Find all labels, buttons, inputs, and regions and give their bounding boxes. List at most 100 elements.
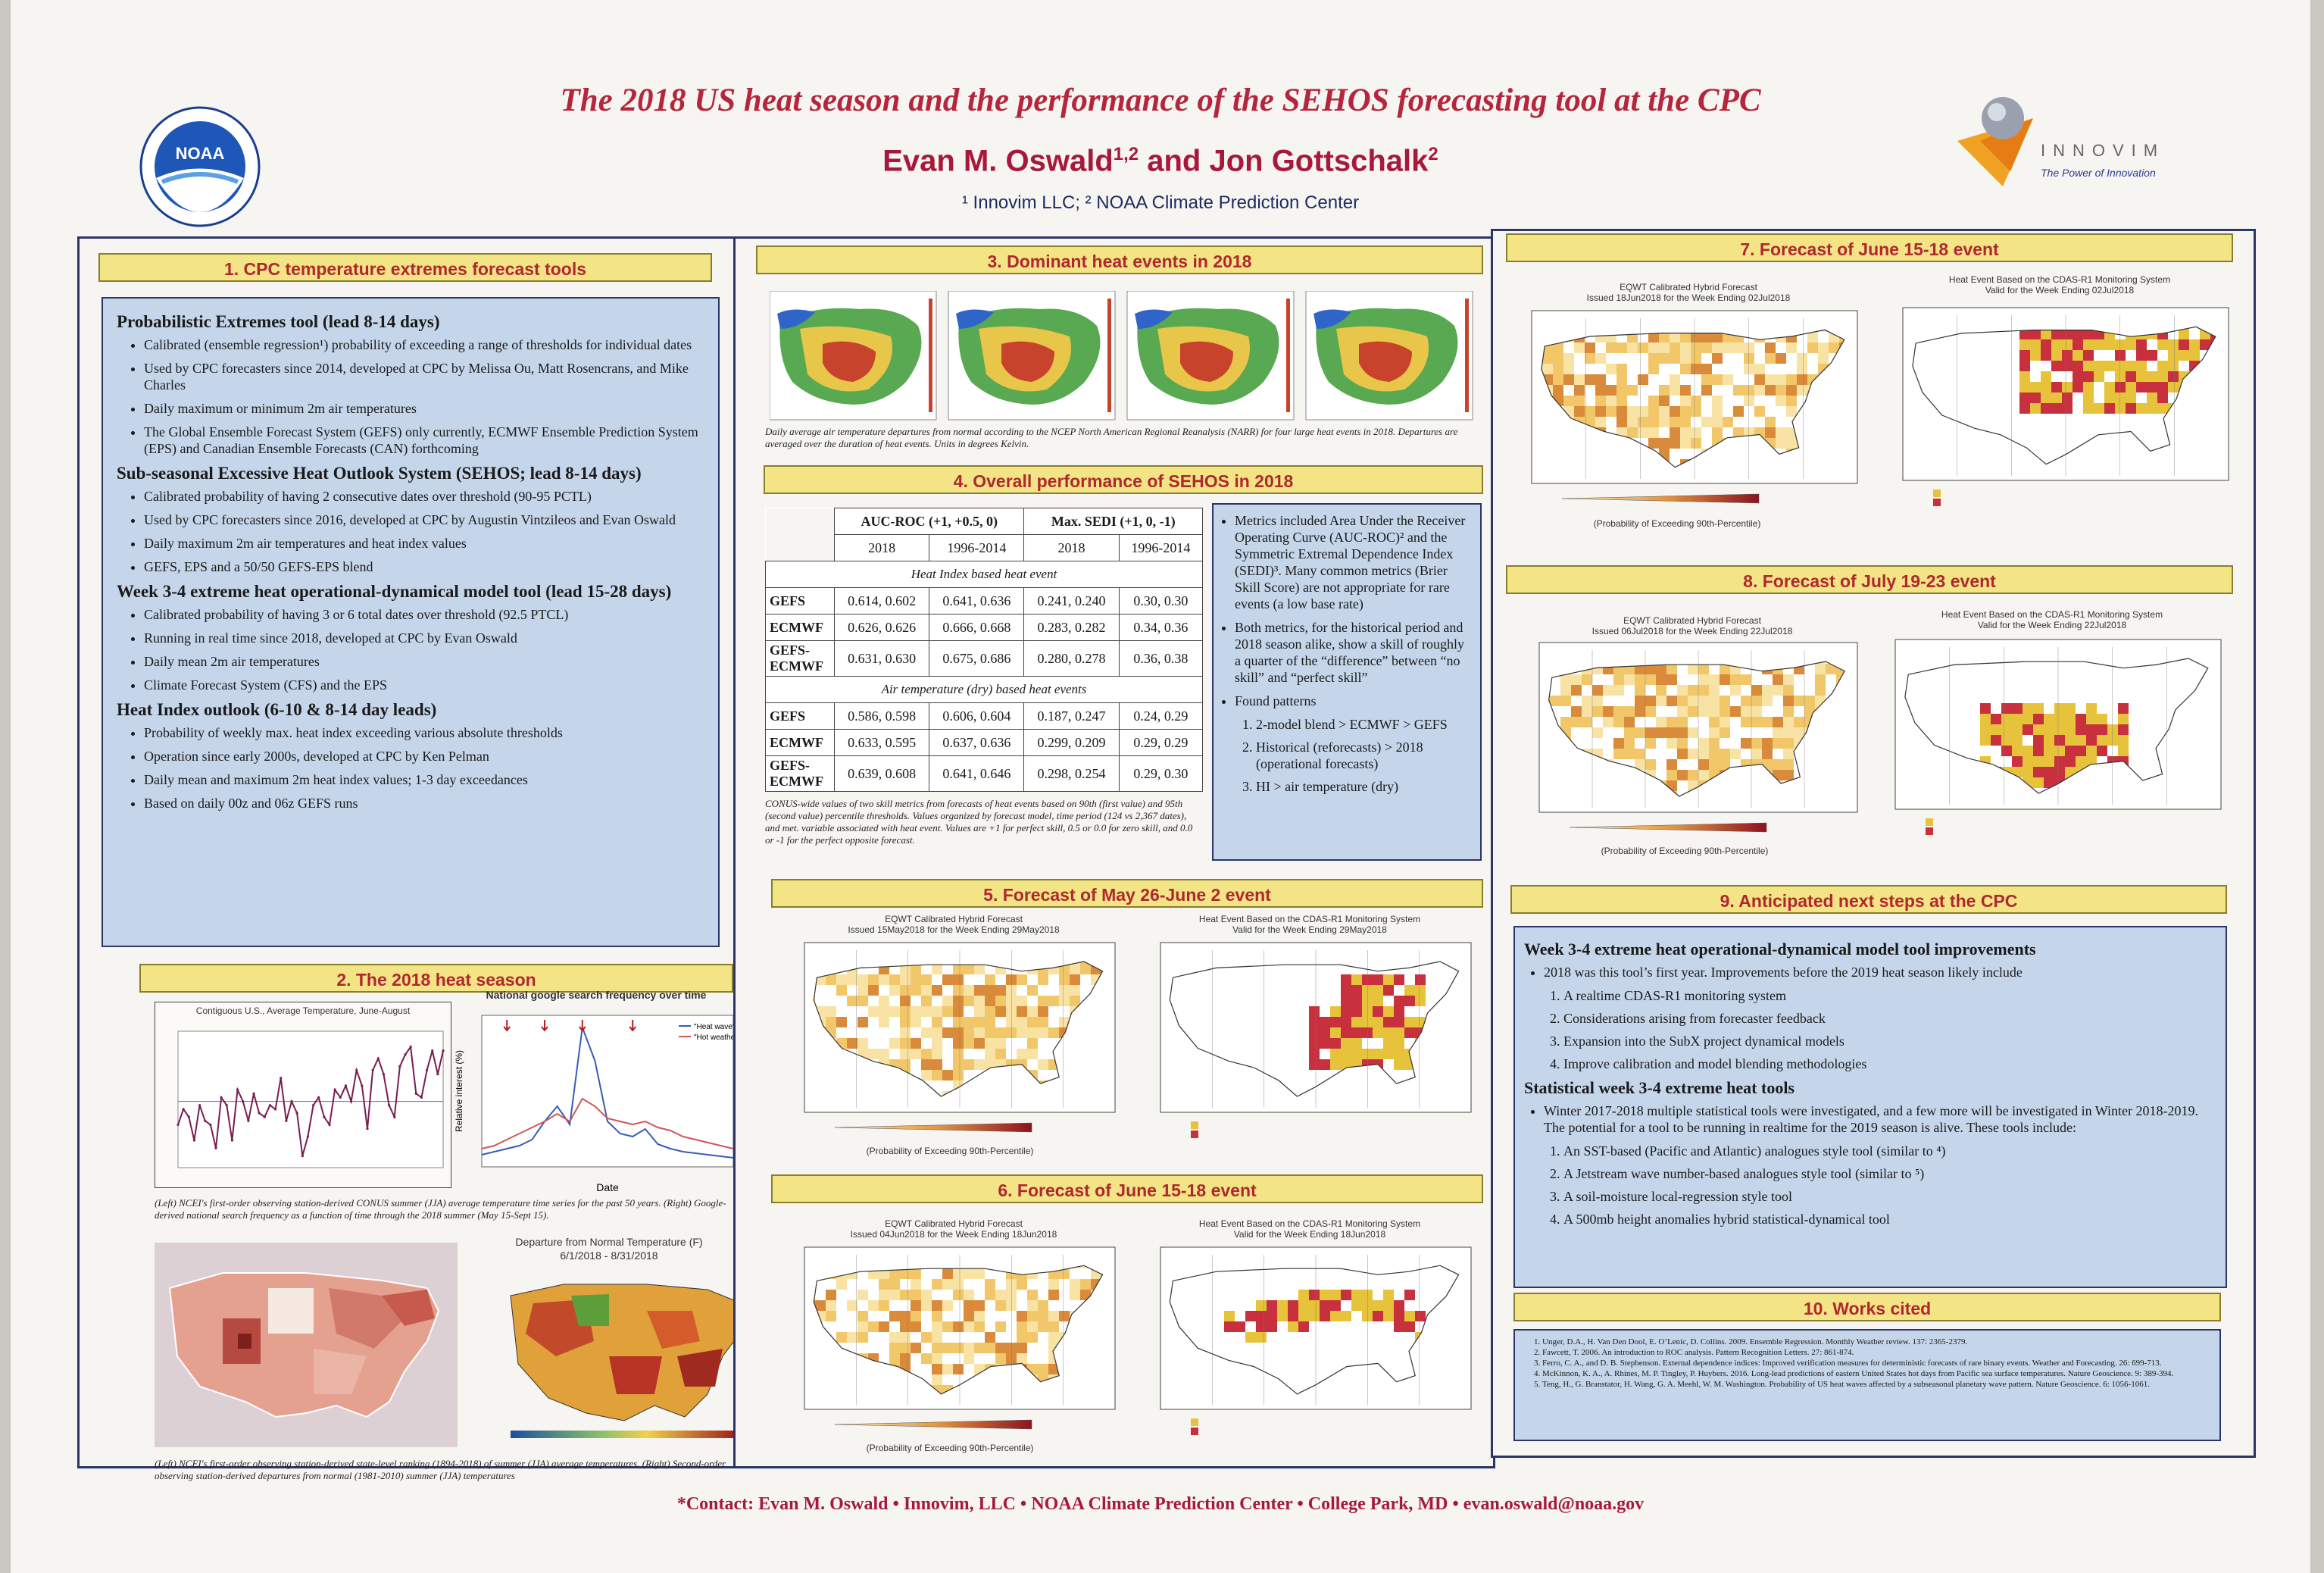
map-cell — [1574, 385, 1585, 396]
s9-bullet-1: 2018 was this tool’s first year. Improve… — [1524, 964, 2215, 980]
map-cell — [1797, 353, 1807, 364]
map-cell — [1613, 749, 1624, 759]
map-cell — [1309, 1049, 1320, 1059]
data-point — [436, 1072, 439, 1076]
map-cell — [1638, 342, 1648, 353]
map-cell — [1006, 1290, 1017, 1300]
model-name: GEFS-ECMWF — [765, 755, 835, 792]
list-item: Running in real time since 2018, develop… — [144, 630, 706, 646]
s6-forecast-map — [804, 1246, 1116, 1430]
map-cell — [1712, 342, 1723, 353]
map-cell — [1394, 1017, 1404, 1027]
map-cell — [1362, 996, 1373, 1006]
map-cell — [1794, 696, 1804, 706]
reference-item: McKinnon, K. A., A. Rhines, M. P. Tingle… — [1542, 1368, 2212, 1379]
map-cell — [2001, 724, 2012, 735]
s7-left-title: EQWT Calibrated Hybrid Forecast — [1620, 282, 1757, 292]
section-1-panel: Probabilistic Extremes tool (lead 8-14 d… — [102, 297, 720, 947]
map-cell — [900, 974, 911, 985]
legend-swatch — [1926, 818, 1933, 826]
map-cell — [985, 1006, 995, 1017]
map-cell — [1754, 364, 1765, 374]
map-cell — [1224, 1311, 1235, 1321]
map-cell — [1373, 1017, 1383, 1027]
data-point — [268, 1104, 272, 1107]
year-header: 2018 — [833, 534, 930, 561]
map-cell — [1783, 749, 1794, 759]
map-cell — [2094, 371, 2104, 382]
map-cell — [1688, 749, 1698, 759]
map-cell — [1585, 406, 1595, 417]
s1-group-2-title: Sub-seasonal Excessive Heat Outlook Syst… — [117, 464, 642, 483]
map-cell — [1383, 985, 1394, 996]
map-cell — [889, 1038, 900, 1049]
map-cell — [1670, 417, 1680, 427]
map-cell — [1659, 438, 1670, 449]
map-cell — [2019, 361, 2030, 371]
map-cell — [2073, 329, 2083, 339]
map-cell — [1709, 717, 1720, 727]
section-4-caption: CONUS-wide values of two skill metrics f… — [765, 798, 1193, 846]
s5-left-subtitle: Issued 15May2018 for the Week Ending 29M… — [848, 924, 1060, 935]
map-cell — [1298, 1300, 1309, 1311]
map-cell — [974, 1059, 985, 1070]
list-item: An SST-based (Pacific and Atlantic) anal… — [1563, 1143, 2215, 1159]
map-cell — [1574, 406, 1585, 417]
map-cell — [2054, 714, 2065, 724]
map-cell — [2157, 361, 2168, 371]
map-cell — [985, 1017, 995, 1027]
map-cell — [1330, 1006, 1341, 1017]
map-cell — [1709, 749, 1720, 759]
map-cell — [932, 1279, 942, 1290]
table-cell: 0.24, 0.29 — [1118, 702, 1204, 730]
map-cell — [932, 1038, 942, 1049]
map-cell — [1341, 974, 1351, 985]
map-cell — [1309, 1017, 1320, 1027]
map-cell — [1038, 1017, 1048, 1027]
map-cell — [1786, 342, 1797, 353]
map-cell — [1698, 749, 1709, 759]
map-cell — [995, 1343, 1006, 1353]
data-point — [285, 1119, 288, 1122]
narr-map — [1305, 291, 1473, 421]
map-cell — [868, 1321, 879, 1332]
map-cell — [1688, 685, 1698, 696]
map-cell — [1017, 974, 1027, 985]
map-cell — [1616, 417, 1627, 427]
map-cell — [1720, 696, 1730, 706]
map-cell — [2083, 361, 2094, 371]
map-cell — [1341, 985, 1351, 996]
s6-observed-map — [1160, 1246, 1472, 1435]
map-cell — [2012, 714, 2023, 724]
map-cell — [1980, 724, 1991, 735]
table-cell: 0.29, 0.30 — [1118, 755, 1204, 792]
map-cell — [1603, 717, 1613, 727]
map-cell — [2168, 339, 2179, 350]
map-cell — [2107, 735, 2118, 746]
map-cell — [932, 1332, 942, 1343]
year-header: 2018 — [1023, 534, 1120, 561]
map-cell — [1783, 727, 1794, 738]
map-cell — [2126, 371, 2136, 382]
map-cell — [2019, 403, 2030, 414]
authors: Evan M. Oswald1,2 and Jon Gottschalk2 — [11, 144, 2310, 178]
map-cell — [1818, 342, 1829, 353]
map-cell — [857, 1017, 868, 1027]
map-cell — [985, 1279, 995, 1290]
map-cell — [1027, 1332, 1038, 1343]
map-cell — [1645, 727, 1656, 738]
map-cell — [1720, 749, 1730, 759]
column-header-sedi: Max. SEDI (+1, 0, -1) — [1023, 508, 1203, 535]
map-cell — [1659, 406, 1670, 417]
map-cell — [1553, 385, 1563, 396]
map-cell — [921, 1300, 932, 1311]
map-cell — [847, 996, 857, 1006]
map-cell — [1635, 706, 1645, 717]
map-cell — [1818, 330, 1829, 332]
map-cell — [1038, 1311, 1048, 1321]
map-cell — [2051, 382, 2062, 392]
map-cell — [1616, 374, 1627, 385]
map-cell — [2023, 703, 2033, 714]
map-cell — [2019, 339, 2030, 350]
map-cell — [1080, 1279, 1091, 1290]
